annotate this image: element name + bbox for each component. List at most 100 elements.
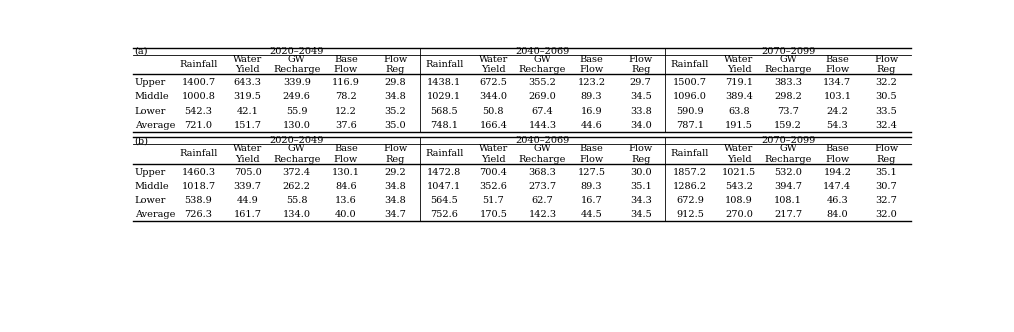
Text: 13.6: 13.6 xyxy=(335,196,357,205)
Text: 30.0: 30.0 xyxy=(630,168,652,177)
Text: 590.9: 590.9 xyxy=(676,107,704,116)
Text: 34.5: 34.5 xyxy=(630,210,652,219)
Text: Base
Flow: Base Flow xyxy=(579,55,603,74)
Text: 752.6: 752.6 xyxy=(430,210,458,219)
Text: 1047.1: 1047.1 xyxy=(427,182,461,191)
Text: Rainfall: Rainfall xyxy=(425,60,463,69)
Text: 108.1: 108.1 xyxy=(775,196,802,205)
Text: Lower: Lower xyxy=(135,196,166,205)
Text: Rainfall: Rainfall xyxy=(670,60,709,69)
Text: 16.9: 16.9 xyxy=(581,107,602,116)
Text: Flow
Reg: Flow Reg xyxy=(629,55,653,74)
Text: 161.7: 161.7 xyxy=(233,210,262,219)
Text: Average: Average xyxy=(135,210,175,219)
Text: 34.8: 34.8 xyxy=(384,93,406,102)
Text: 249.6: 249.6 xyxy=(283,93,310,102)
Text: 62.7: 62.7 xyxy=(531,196,554,205)
Text: 147.4: 147.4 xyxy=(823,182,852,191)
Text: Flow
Reg: Flow Reg xyxy=(629,144,653,164)
Text: 123.2: 123.2 xyxy=(578,78,605,87)
Text: 144.3: 144.3 xyxy=(528,121,557,129)
Text: 194.2: 194.2 xyxy=(823,168,852,177)
Text: 142.3: 142.3 xyxy=(528,210,557,219)
Text: 29.2: 29.2 xyxy=(384,168,406,177)
Text: 29.7: 29.7 xyxy=(630,78,652,87)
Text: 50.8: 50.8 xyxy=(483,107,504,116)
Text: 262.2: 262.2 xyxy=(283,182,310,191)
Text: 564.5: 564.5 xyxy=(430,196,458,205)
Text: Water
Yield: Water Yield xyxy=(233,55,263,74)
Text: 29.8: 29.8 xyxy=(384,78,406,87)
Text: 726.3: 726.3 xyxy=(185,210,213,219)
Text: 2040–2069: 2040–2069 xyxy=(515,136,570,145)
Text: Base
Flow: Base Flow xyxy=(825,55,850,74)
Text: 78.2: 78.2 xyxy=(335,93,357,102)
Text: 1029.1: 1029.1 xyxy=(427,93,461,102)
Text: 542.3: 542.3 xyxy=(185,107,213,116)
Text: 30.5: 30.5 xyxy=(876,93,897,102)
Text: 372.4: 372.4 xyxy=(283,168,311,177)
Text: 543.2: 543.2 xyxy=(725,182,753,191)
Text: 368.3: 368.3 xyxy=(528,168,557,177)
Text: 643.3: 643.3 xyxy=(233,78,262,87)
Text: 191.5: 191.5 xyxy=(725,121,753,129)
Text: Rainfall: Rainfall xyxy=(425,149,463,158)
Text: 24.2: 24.2 xyxy=(826,107,849,116)
Text: 127.5: 127.5 xyxy=(578,168,605,177)
Text: 538.9: 538.9 xyxy=(185,196,212,205)
Text: 532.0: 532.0 xyxy=(775,168,802,177)
Text: 134.0: 134.0 xyxy=(283,210,310,219)
Text: 151.7: 151.7 xyxy=(233,121,262,129)
Text: 116.9: 116.9 xyxy=(332,78,360,87)
Text: 35.0: 35.0 xyxy=(384,121,406,129)
Text: 35.2: 35.2 xyxy=(384,107,406,116)
Text: 51.7: 51.7 xyxy=(483,196,504,205)
Text: Water
Yield: Water Yield xyxy=(724,55,753,74)
Text: 719.1: 719.1 xyxy=(725,78,753,87)
Text: 748.1: 748.1 xyxy=(430,121,458,129)
Text: Flow
Reg: Flow Reg xyxy=(383,144,408,164)
Text: 344.0: 344.0 xyxy=(480,93,507,102)
Text: 2020–2049: 2020–2049 xyxy=(270,47,323,56)
Text: 67.4: 67.4 xyxy=(531,107,554,116)
Text: Base
Flow: Base Flow xyxy=(579,144,603,164)
Text: 84.0: 84.0 xyxy=(826,210,848,219)
Text: 103.1: 103.1 xyxy=(823,93,852,102)
Text: 568.5: 568.5 xyxy=(430,107,458,116)
Text: 2070–2099: 2070–2099 xyxy=(762,47,815,56)
Text: 73.7: 73.7 xyxy=(778,107,799,116)
Text: 35.1: 35.1 xyxy=(875,168,897,177)
Text: 32.7: 32.7 xyxy=(875,196,897,205)
Text: (b): (b) xyxy=(135,136,149,145)
Text: 1018.7: 1018.7 xyxy=(182,182,216,191)
Text: 394.7: 394.7 xyxy=(774,182,802,191)
Text: GW
Recharge: GW Recharge xyxy=(519,144,566,164)
Text: Water
Yield: Water Yield xyxy=(479,144,508,164)
Text: 37.6: 37.6 xyxy=(335,121,357,129)
Text: Rainfall: Rainfall xyxy=(179,149,218,158)
Text: 1500.7: 1500.7 xyxy=(673,78,707,87)
Text: 34.5: 34.5 xyxy=(630,93,652,102)
Text: 273.7: 273.7 xyxy=(528,182,557,191)
Text: 787.1: 787.1 xyxy=(676,121,704,129)
Text: 2020–2049: 2020–2049 xyxy=(270,136,323,145)
Text: 32.4: 32.4 xyxy=(875,121,897,129)
Text: Base
Flow: Base Flow xyxy=(825,144,850,164)
Text: 217.7: 217.7 xyxy=(774,210,802,219)
Text: 355.2: 355.2 xyxy=(528,78,557,87)
Text: 319.5: 319.5 xyxy=(233,93,262,102)
Text: 89.3: 89.3 xyxy=(581,93,602,102)
Text: 55.9: 55.9 xyxy=(286,107,307,116)
Text: 40.0: 40.0 xyxy=(335,210,357,219)
Text: Upper: Upper xyxy=(135,78,166,87)
Text: 130.1: 130.1 xyxy=(332,168,360,177)
Text: 2070–2099: 2070–2099 xyxy=(762,136,815,145)
Text: (a): (a) xyxy=(135,47,148,56)
Text: Rainfall: Rainfall xyxy=(670,149,709,158)
Text: 108.9: 108.9 xyxy=(725,196,753,205)
Text: 44.9: 44.9 xyxy=(236,196,259,205)
Text: 159.2: 159.2 xyxy=(775,121,802,129)
Text: 54.3: 54.3 xyxy=(826,121,848,129)
Text: 672.9: 672.9 xyxy=(676,196,704,205)
Text: 34.8: 34.8 xyxy=(384,196,406,205)
